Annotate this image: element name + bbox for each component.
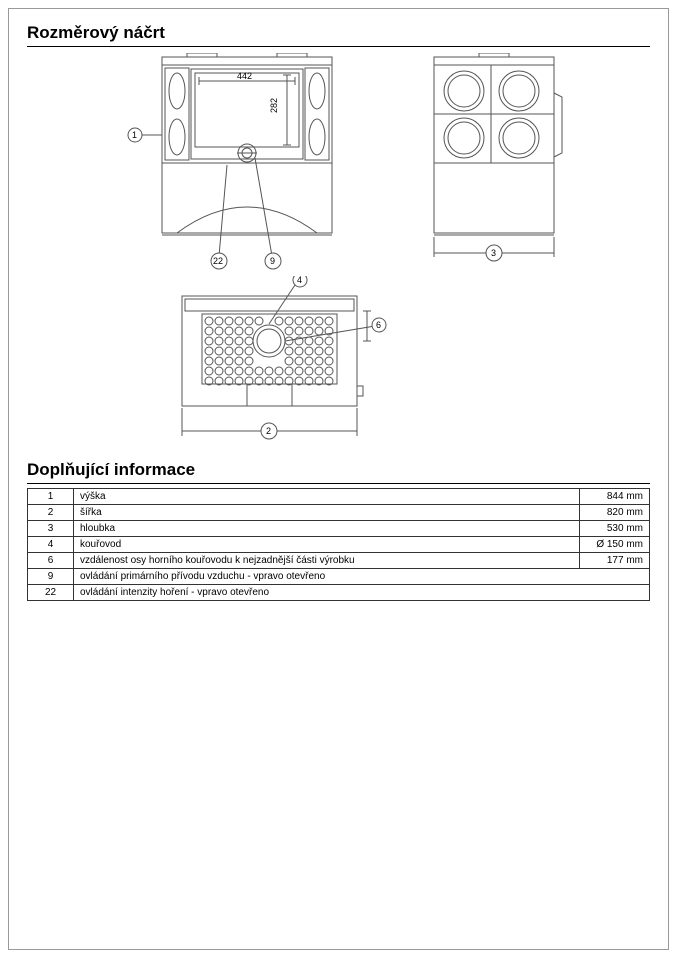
table-row: 6vzdálenost osy horního kouřovodu k nejz… [28, 553, 650, 569]
row-label: šířka [74, 505, 580, 521]
drawings-area: 442 282 1 22 9 [27, 51, 650, 446]
row-num: 2 [28, 505, 74, 521]
section-title-drawing: Rozměrový náčrt [27, 23, 650, 47]
callout-2: 2 [266, 426, 271, 436]
table-row: 3hloubka530 mm [28, 521, 650, 537]
row-value: Ø 150 mm [580, 537, 650, 553]
table-row: 9ovládání primárního přívodu vzduchu - v… [28, 569, 650, 585]
row-num: 4 [28, 537, 74, 553]
row-value: 177 mm [580, 553, 650, 569]
callout-4: 4 [297, 276, 302, 285]
front-view: 442 282 1 22 9 [127, 53, 367, 273]
callout-9: 9 [270, 256, 275, 266]
row-label: hloubka [74, 521, 580, 537]
table-row: 2šířka820 mm [28, 505, 650, 521]
callout-1: 1 [132, 130, 137, 140]
row-label: vzdálenost osy horního kouřovodu k nejza… [74, 553, 580, 569]
row-label: ovládání primárního přívodu vzduchu - vp… [74, 569, 650, 585]
row-num: 1 [28, 489, 74, 505]
row-num: 6 [28, 553, 74, 569]
page: Rozměrový náčrt [8, 8, 669, 950]
section-title-info: Doplňující informace [27, 460, 650, 484]
dim-height-282: 282 [269, 98, 279, 113]
row-label: ovládání intenzity hoření - vpravo otevř… [74, 585, 650, 601]
info-table: 1výška844 mm2šířka820 mm3hloubka530 mm4k… [27, 488, 650, 601]
row-value: 820 mm [580, 505, 650, 521]
row-label: výška [74, 489, 580, 505]
row-num: 22 [28, 585, 74, 601]
table-row: 1výška844 mm [28, 489, 650, 505]
dim-width-442: 442 [237, 71, 252, 81]
callout-6: 6 [376, 320, 381, 330]
side-view: 3 [424, 53, 589, 273]
callout-3: 3 [491, 248, 496, 258]
row-num: 3 [28, 521, 74, 537]
callout-22: 22 [213, 256, 223, 266]
row-label: kouřovod [74, 537, 580, 553]
row-value: 530 mm [580, 521, 650, 537]
top-view: 4 6 2 [157, 276, 407, 448]
table-row: 4kouřovodØ 150 mm [28, 537, 650, 553]
row-value: 844 mm [580, 489, 650, 505]
row-num: 9 [28, 569, 74, 585]
table-row: 22ovládání intenzity hoření - vpravo ote… [28, 585, 650, 601]
